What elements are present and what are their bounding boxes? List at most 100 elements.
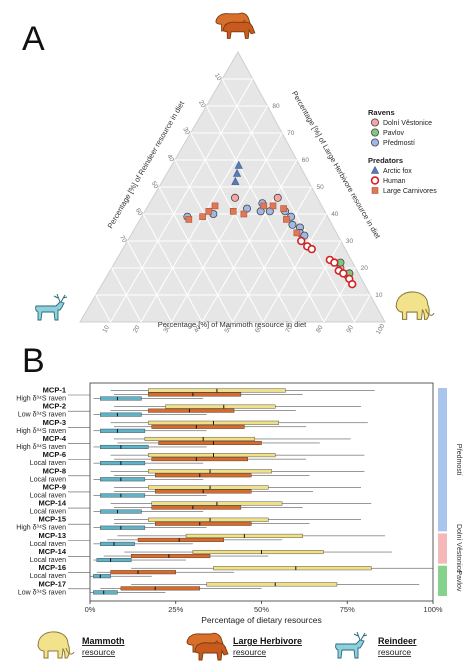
point-human <box>339 269 348 278</box>
point-human <box>330 258 339 267</box>
panel-a-ternary-chart: A 10 20 30 40 50 60 70 80 90 100 10 20 30 40 50 60 70 80 1… <box>22 12 437 336</box>
site-label: Předmostí <box>455 444 462 476</box>
reindeer-antlers <box>353 631 368 641</box>
point-arctic-fox <box>232 168 242 177</box>
box-mammoth <box>192 550 324 555</box>
point-large-carnivores <box>185 216 193 223</box>
reindeer-antlers <box>53 293 68 303</box>
herbivore-tick-label: 30 <box>346 238 354 245</box>
site-band <box>438 565 447 596</box>
point-large-carnivores <box>283 216 290 223</box>
sample-label: Local raven <box>30 460 66 467</box>
point-human <box>307 244 316 254</box>
site-label: Dolní Věstonice <box>455 524 462 573</box>
legend-marker <box>370 176 380 185</box>
grid-line-reindeer <box>190 132 294 323</box>
box-mammoth <box>206 582 338 587</box>
legend-title: Reindeer <box>378 636 417 646</box>
box-herbivore <box>154 473 252 478</box>
legend-group-title: Ravens <box>368 108 395 117</box>
legend-marker <box>370 138 379 147</box>
legend-subtitle: resource <box>378 647 411 657</box>
box-reindeer <box>93 590 118 595</box>
x-tick-label: 25% <box>168 605 183 614</box>
sample-label: High δ³⁴S raven <box>16 396 66 403</box>
point-large-carnivores <box>199 213 206 220</box>
box-mammoth <box>165 404 276 409</box>
box-herbivore <box>120 586 200 591</box>
grid-line-mammoth <box>232 186 312 323</box>
sample-label: Local raven <box>30 492 66 499</box>
mammoth-tick-label: 100 <box>375 322 387 335</box>
herbivore-tick-label: 50 <box>317 184 325 191</box>
mammoth-tick-label: 20 <box>132 324 142 334</box>
site-band <box>438 533 447 564</box>
sample-label: Local raven <box>30 476 66 483</box>
sample-id: MCP-3 <box>43 418 66 427</box>
mammoth-tusk <box>425 308 435 316</box>
point-large-carnivores <box>240 210 248 218</box>
sample-label: Local raven <box>30 541 66 548</box>
box-herbivore <box>148 408 235 413</box>
sample-id: MCP-8 <box>43 466 66 475</box>
mammoth-tick-label: 50 <box>223 324 233 334</box>
box-reindeer <box>100 493 146 498</box>
reindeer-tick-label: 40 <box>165 153 175 163</box>
box-reindeer <box>100 509 142 514</box>
grid-line-reindeer <box>158 186 233 323</box>
grid-line-reindeer <box>126 240 172 323</box>
x-tick-label: 75% <box>340 605 355 614</box>
point-doln-v-stonice <box>273 193 282 202</box>
x-tick-label: 100% <box>423 605 443 614</box>
mammoth-tick-label: 40 <box>193 324 203 334</box>
reindeer-body <box>335 639 365 659</box>
grid-line-reindeer <box>95 294 111 323</box>
point-large-carnivores <box>293 229 301 237</box>
point-arctic-fox <box>234 160 243 169</box>
x-tick-label: 0% <box>85 605 96 614</box>
legend-item-label: Dolní Věstonice <box>383 120 432 127</box>
mammoth-icon <box>395 291 435 320</box>
panel-b-letter: B <box>22 342 45 380</box>
sample-label: Local raven <box>30 573 66 580</box>
reindeer-tick-label: 70 <box>118 234 128 244</box>
sample-label: Local raven <box>30 509 66 516</box>
sample-label: Low δ³⁴S raven <box>18 589 66 596</box>
grid-line-mammoth <box>171 132 283 323</box>
sample-label: High δ³⁴S raven <box>16 525 66 532</box>
box-herbivore <box>151 505 242 510</box>
grid-line-reindeer <box>111 267 142 323</box>
box-reindeer <box>100 412 142 417</box>
box-reindeer <box>100 444 149 449</box>
mammoth-body <box>37 631 70 659</box>
mammoth-tick-label: 80 <box>315 324 325 334</box>
box-reindeer <box>100 525 146 530</box>
sample-id: MCP-13 <box>38 531 66 540</box>
box-reindeer <box>100 461 146 466</box>
herbivore-front <box>223 21 256 39</box>
point-large-carnivores <box>280 205 287 212</box>
box-mammoth <box>148 517 269 522</box>
sample-id: MCP-4 <box>43 434 67 443</box>
mammoth-tick-label: 30 <box>162 324 172 334</box>
grid-line-mammoth <box>262 213 327 323</box>
sample-id: MCP-17 <box>38 579 66 588</box>
x-tick-label: 50% <box>254 605 269 614</box>
legend-item-label: Pavlov <box>383 130 405 137</box>
reindeer-icon <box>35 293 68 321</box>
legend-subtitle: resource <box>82 647 115 657</box>
point-doln-v-stonice <box>231 193 240 202</box>
legend-marker <box>370 118 379 127</box>
box-reindeer <box>93 574 111 579</box>
sample-id: MCP-14 <box>38 499 66 508</box>
box-mammoth <box>144 436 255 441</box>
box-herbivore <box>148 392 242 397</box>
sample-id: MCP-6 <box>43 450 66 459</box>
box-herbivore <box>130 554 211 559</box>
sample-id: MCP-15 <box>38 515 66 524</box>
